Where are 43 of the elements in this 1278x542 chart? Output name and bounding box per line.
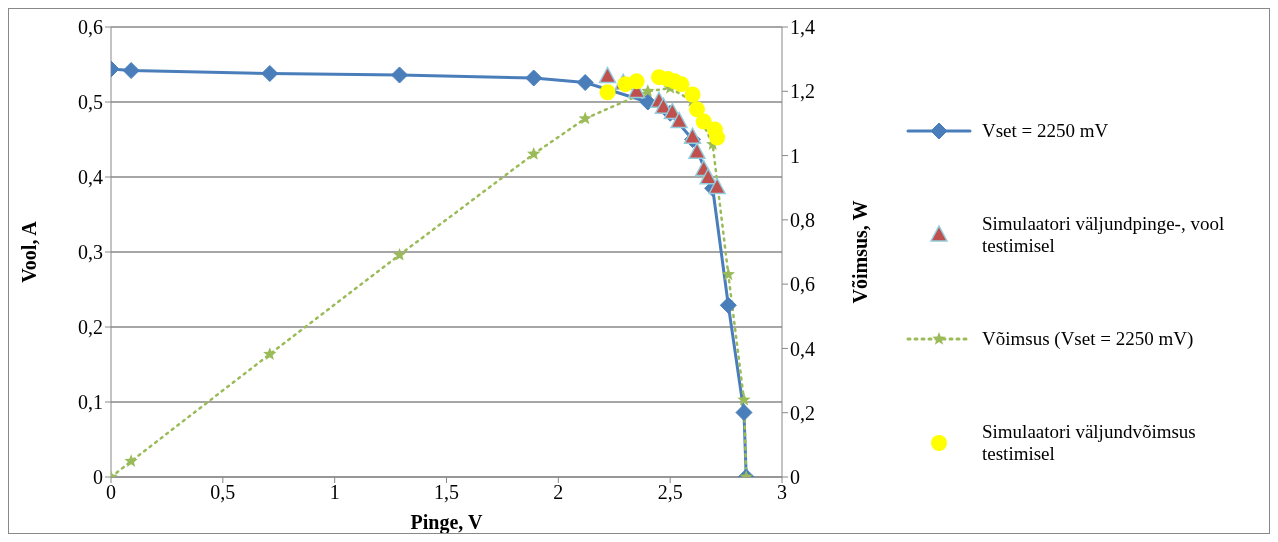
- point: [695, 113, 712, 130]
- point: [737, 392, 751, 406]
- point: [721, 267, 735, 281]
- y-tick-label: 0: [93, 466, 103, 489]
- x-tick-label: 3: [777, 481, 787, 504]
- point: [124, 454, 138, 467]
- point: [673, 76, 690, 93]
- point: [641, 84, 655, 97]
- point: [392, 247, 407, 261]
- y-axis-title: Vool, A: [18, 220, 41, 283]
- y2-tick-label: 0,8: [790, 208, 815, 231]
- x-tick-label: 1,5: [434, 481, 459, 504]
- legend-label: Simulaatori väljundpinge-, vool testimisel: [982, 213, 1226, 257]
- y2-tick-label: 0,6: [790, 273, 815, 296]
- y-tick-label: 0,3: [78, 241, 103, 264]
- y2-tick-label: 1,2: [790, 80, 815, 103]
- legend-label: Vset = 2250 mV: [982, 120, 1110, 142]
- y-tick-label: 0,5: [78, 91, 103, 114]
- y2-tick-label: 0,2: [790, 401, 815, 424]
- y2-axis-title: Võimsus, W: [849, 200, 872, 304]
- point: [628, 73, 645, 90]
- y2-tick-label: 1: [790, 144, 800, 167]
- point: [684, 86, 701, 103]
- y2-tick-label: 0: [790, 466, 800, 489]
- point: [709, 129, 726, 146]
- y-tick-label: 0,6: [78, 16, 103, 39]
- point: [527, 146, 541, 160]
- y2-tick-label: 1,4: [790, 16, 815, 39]
- x-tick-label: 2,5: [657, 481, 683, 504]
- point: [578, 111, 592, 125]
- x-axis-title: Pinge, V: [410, 511, 483, 534]
- y-tick-label: 0,1: [78, 391, 103, 414]
- point: [263, 347, 277, 360]
- y-tick-label: 0,2: [78, 316, 103, 339]
- legend-label: Simulaatori väljundvõimsus testimisel: [982, 421, 1197, 465]
- point: [689, 101, 706, 118]
- point: [599, 84, 616, 101]
- x-tick-label: 2: [553, 481, 564, 504]
- y2-tick-label: 0,4: [790, 337, 815, 360]
- y-tick-label: 0,4: [78, 166, 103, 189]
- x-tick-label: 0,5: [210, 481, 236, 504]
- legend-label: Võimsus (Vset = 2250 mV): [982, 328, 1195, 350]
- x-tick-label: 1: [329, 481, 340, 504]
